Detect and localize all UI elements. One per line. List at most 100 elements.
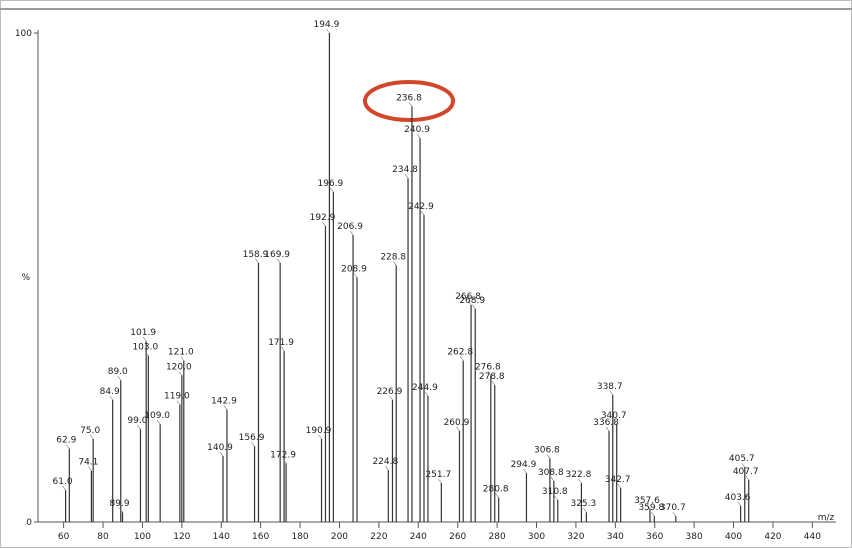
peak-leader — [495, 493, 499, 498]
peak-leader — [251, 442, 255, 447]
peak-label: 340.7 — [601, 411, 627, 421]
x-axis-label: m/z — [818, 513, 835, 523]
peak-label: 251.7 — [425, 470, 451, 480]
peak-leader — [459, 356, 464, 361]
y-tick-label: 100 — [15, 29, 32, 39]
peak-label: 140.9 — [207, 443, 233, 453]
peak-leader — [420, 210, 425, 216]
peak-label: 280.8 — [483, 485, 509, 495]
peak-leader — [741, 463, 746, 468]
peak-label: 194.9 — [314, 20, 340, 30]
peak-label: 142.9 — [211, 397, 237, 407]
x-tick-label: 220 — [370, 532, 387, 542]
x-tick-label: 400 — [725, 532, 742, 542]
peak-label: 322.8 — [566, 470, 592, 480]
peak-leader — [219, 451, 224, 457]
peak-label: 74.1 — [78, 458, 98, 468]
peak-label: 357.6 — [634, 496, 660, 506]
peak-leader — [255, 258, 259, 264]
y-axis-label: % — [21, 273, 30, 283]
peak-leader — [89, 434, 94, 440]
peak-label: 119.0 — [164, 392, 190, 402]
peak-label: 405.7 — [729, 454, 755, 464]
x-tick-label: 380 — [686, 532, 703, 542]
peak-label: 228.8 — [380, 252, 406, 262]
x-tick-label: 360 — [646, 532, 663, 542]
peak-label: 370.7 — [660, 503, 686, 513]
x-tick-label: 140 — [213, 532, 230, 542]
peak-label: 260.9 — [444, 418, 470, 428]
x-tick-label: 80 — [97, 532, 109, 542]
peak-leader — [385, 465, 389, 471]
peak-leader — [646, 504, 651, 509]
peak-leader — [66, 444, 70, 449]
peak-label: 172.9 — [270, 450, 296, 460]
peak-label: 294.9 — [511, 460, 537, 470]
peak-leader — [318, 434, 322, 440]
peak-label: 158.9 — [243, 250, 269, 260]
peak-label: 226.9 — [377, 387, 403, 397]
peak-leader — [389, 395, 393, 400]
x-tick-label: 100 — [134, 532, 151, 542]
peak-leader — [550, 476, 555, 482]
peak-leader — [523, 468, 527, 474]
peak-label: 75.0 — [80, 426, 100, 436]
peak-leader — [467, 300, 472, 306]
x-tick-label: 300 — [528, 532, 545, 542]
peak-leader — [438, 478, 442, 484]
peak-leader — [456, 426, 460, 432]
x-tick-label: 120 — [173, 532, 190, 542]
peak-leader — [142, 336, 147, 342]
peak-label: 109.0 — [144, 411, 170, 421]
x-tick-label: 260 — [449, 532, 466, 542]
peak-leader — [119, 508, 123, 513]
peak-leader — [276, 258, 281, 264]
x-tick-label: 440 — [804, 532, 821, 542]
peak-leader — [416, 133, 421, 139]
peak-label: 196.9 — [317, 179, 343, 189]
peak-leader — [326, 28, 330, 34]
peak-leader — [282, 459, 287, 464]
peak-leader — [404, 174, 409, 179]
peak-label: 359.8 — [638, 503, 664, 513]
peak-label: 407.7 — [733, 467, 759, 477]
highlight-ellipse — [363, 80, 455, 122]
peak-label: 156.9 — [239, 433, 265, 443]
peak-label: 338.7 — [597, 382, 623, 392]
peak-leader — [88, 466, 92, 471]
peak-leader — [737, 501, 741, 507]
peak-leader — [583, 508, 587, 513]
peak-leader — [487, 371, 492, 376]
x-tick-label: 160 — [252, 532, 269, 542]
peak-label: 206.9 — [337, 222, 363, 232]
peak-leader — [424, 391, 429, 397]
peak-leader — [491, 380, 495, 386]
peak-label: 121.0 — [168, 348, 194, 358]
peak-leader — [471, 304, 476, 309]
x-tick-label: 280 — [489, 532, 506, 542]
peak-leader — [672, 511, 677, 517]
peak-label: 308.8 — [538, 468, 564, 478]
peak-label: 89.0 — [108, 367, 128, 377]
peak-label: 192.9 — [310, 213, 336, 223]
peak-label: 224.8 — [372, 457, 398, 467]
peak-leader — [176, 400, 181, 405]
peak-label: 62.9 — [56, 436, 76, 446]
peak-leader — [745, 475, 749, 481]
peak-label: 268.9 — [459, 296, 485, 306]
peak-leader — [554, 495, 559, 501]
peak-label: 306.8 — [534, 445, 560, 455]
peak-leader — [609, 390, 613, 396]
peak-label: 61.0 — [53, 477, 73, 487]
peak-label: 336.8 — [593, 418, 619, 428]
peak-leader — [617, 483, 621, 488]
peak-leader — [408, 102, 413, 107]
peak-leader — [578, 478, 582, 484]
x-tick-label: 60 — [58, 532, 70, 542]
peak-label: 278.8 — [479, 372, 505, 382]
peak-leader — [137, 424, 141, 430]
peak-leader — [605, 426, 610, 432]
peak-leader — [180, 356, 185, 361]
peak-label: 101.9 — [130, 328, 156, 338]
